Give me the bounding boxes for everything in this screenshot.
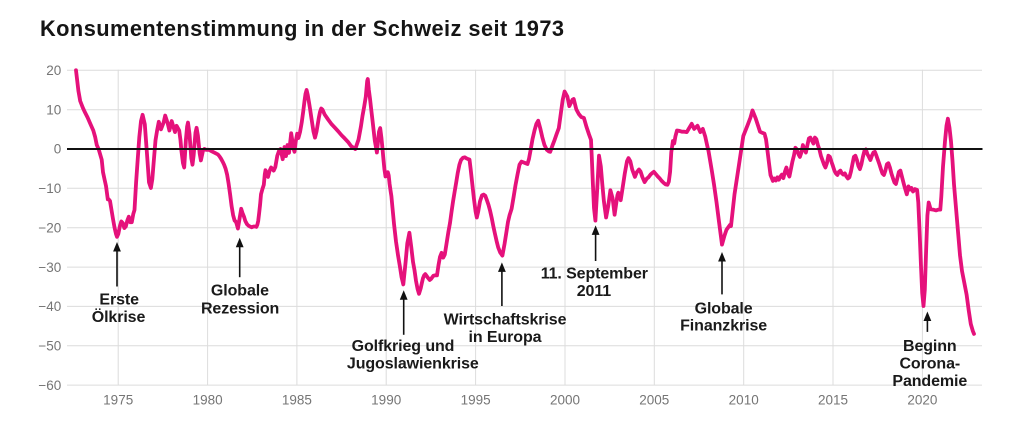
svg-text:−20: −20 (38, 220, 61, 235)
svg-text:Globale: Globale (695, 300, 753, 317)
svg-text:Corona-: Corona- (899, 355, 960, 372)
svg-text:−60: −60 (38, 378, 61, 393)
svg-text:Beginn: Beginn (903, 338, 957, 355)
svg-text:11. September: 11. September (541, 266, 648, 283)
svg-text:1975: 1975 (103, 393, 133, 408)
svg-text:Rezession: Rezession (201, 300, 279, 317)
svg-text:2010: 2010 (729, 393, 759, 408)
svg-text:Globale: Globale (211, 283, 269, 300)
svg-text:10: 10 (46, 102, 61, 117)
svg-text:Jugoslawienkrise: Jugoslawienkrise (347, 355, 479, 372)
svg-text:−30: −30 (38, 260, 61, 275)
svg-text:−50: −50 (38, 338, 61, 353)
svg-text:1980: 1980 (193, 393, 223, 408)
svg-text:2011: 2011 (577, 283, 612, 300)
svg-text:1995: 1995 (461, 393, 491, 408)
svg-text:−40: −40 (38, 299, 61, 314)
svg-text:Golfkrieg und: Golfkrieg und (352, 338, 455, 355)
svg-text:2015: 2015 (818, 393, 848, 408)
svg-text:Pandemie: Pandemie (892, 373, 967, 390)
svg-text:1985: 1985 (282, 393, 312, 408)
svg-text:20: 20 (46, 63, 61, 78)
svg-text:Finanzkrise: Finanzkrise (680, 317, 767, 334)
svg-text:0: 0 (54, 142, 62, 157)
svg-text:in Europa: in Europa (469, 329, 542, 346)
svg-text:Ölkrise: Ölkrise (92, 307, 146, 326)
svg-text:2000: 2000 (550, 393, 580, 408)
svg-text:Erste: Erste (99, 292, 139, 309)
svg-text:Wirtschaftskrise: Wirtschaftskrise (444, 312, 567, 329)
svg-text:Konsumentenstimmung in der Sch: Konsumentenstimmung in der Schweiz seit … (40, 16, 564, 41)
svg-text:2005: 2005 (639, 393, 669, 408)
svg-text:−10: −10 (38, 181, 61, 196)
svg-text:1990: 1990 (371, 393, 401, 408)
svg-text:2020: 2020 (907, 393, 937, 408)
